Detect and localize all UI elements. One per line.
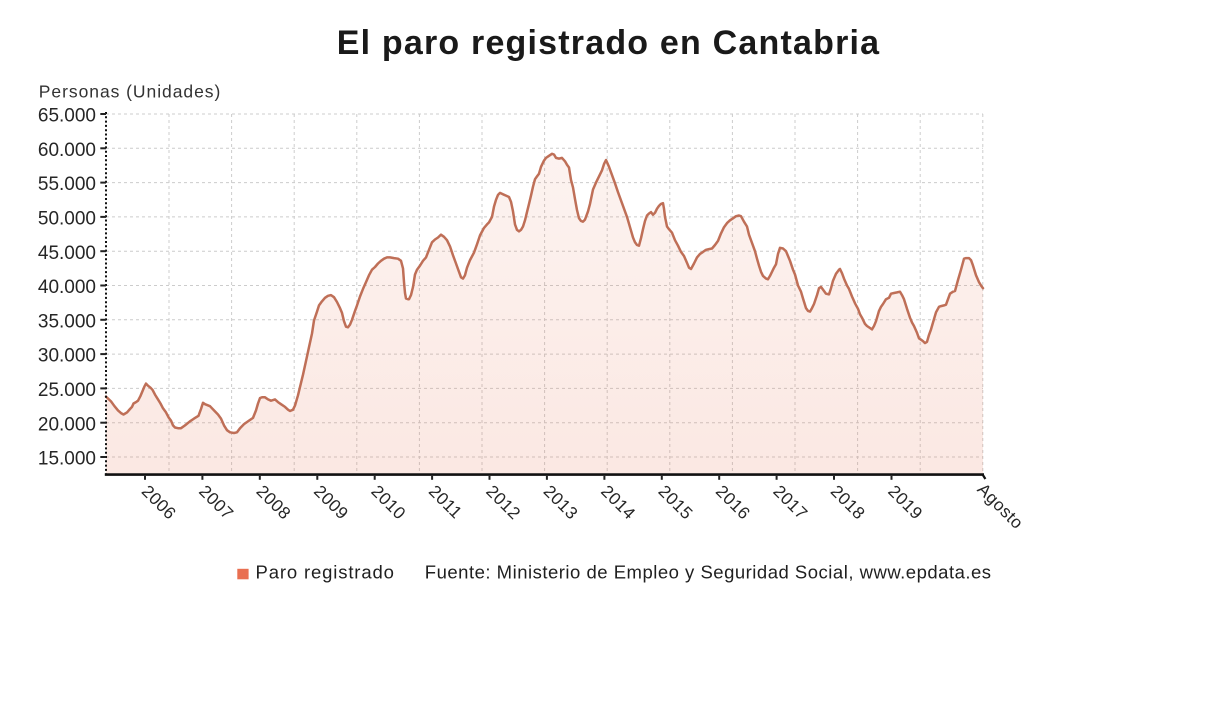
svg-text:25.000: 25.000 bbox=[38, 380, 96, 401]
svg-text:Personas (Unidades): Personas (Unidades) bbox=[39, 82, 221, 102]
svg-text:Fuente: Ministerio de Empleo y: Fuente: Ministerio de Empleo y Seguridad… bbox=[425, 562, 992, 583]
svg-text:20.000: 20.000 bbox=[38, 414, 96, 435]
svg-text:El paro registrado en Cantabri: El paro registrado en Cantabria bbox=[337, 24, 881, 62]
svg-text:65.000: 65.000 bbox=[38, 106, 96, 127]
svg-text:Paro registrado: Paro registrado bbox=[256, 562, 395, 583]
svg-text:40.000: 40.000 bbox=[38, 277, 96, 298]
svg-text:15.000: 15.000 bbox=[38, 449, 96, 470]
svg-text:60.000: 60.000 bbox=[38, 140, 96, 161]
svg-text:35.000: 35.000 bbox=[38, 311, 96, 332]
svg-text:55.000: 55.000 bbox=[38, 174, 96, 195]
svg-text:50.000: 50.000 bbox=[38, 209, 96, 230]
svg-text:30.000: 30.000 bbox=[38, 346, 96, 367]
svg-text:45.000: 45.000 bbox=[38, 243, 96, 264]
